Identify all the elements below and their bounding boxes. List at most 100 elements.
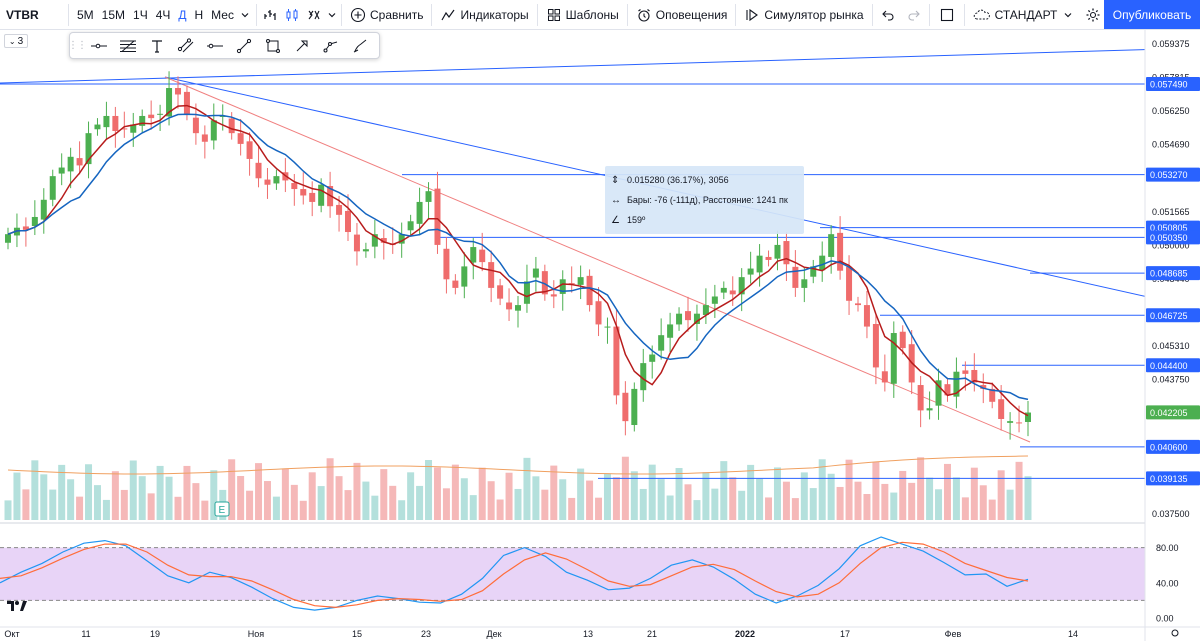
volume-bar: [550, 465, 558, 520]
time-axis-label: 13: [583, 629, 593, 639]
timeframe-15m[interactable]: 15М: [101, 7, 126, 22]
layout-square-icon[interactable]: [932, 0, 962, 30]
volume-bar: [952, 477, 960, 520]
symbol-search[interactable]: VTBR: [0, 0, 66, 30]
price-level-label: 0.039135: [1150, 474, 1188, 484]
volume-bar: [371, 495, 379, 520]
price-level-badge: [1146, 266, 1200, 281]
measure-bars: Бары: -76 (-111д), Расстояние: 1241 пк: [627, 195, 788, 205]
chevron-down-icon[interactable]: [325, 0, 339, 30]
layout-name-button[interactable]: СТАНДАРТ: [967, 0, 1080, 30]
bar-chart-style-icon[interactable]: [259, 0, 281, 30]
volume-bar: [290, 484, 298, 520]
indicators-toggle[interactable]: ⌄ 3: [4, 34, 28, 48]
candle-body: [121, 128, 128, 130]
price-axis-label: 0.054690: [1152, 140, 1190, 150]
candle-body: [318, 184, 325, 206]
gear-icon[interactable]: [1079, 0, 1107, 30]
timeframe-4h[interactable]: 4Ч: [155, 7, 171, 22]
brush-icon[interactable]: [345, 32, 374, 59]
candle-body: [998, 399, 1005, 419]
candlesticks: [5, 71, 1031, 440]
rectangle-icon[interactable]: [258, 32, 287, 59]
time-axis-label: 19: [150, 629, 160, 639]
stoch-d-line: [0, 541, 1029, 609]
volume-bar: [299, 500, 307, 520]
candle-body: [452, 280, 459, 288]
hollow-candle-icon[interactable]: [303, 0, 325, 30]
candle-body: [425, 191, 432, 202]
volume-bar: [433, 467, 441, 520]
undo-icon[interactable]: [875, 0, 901, 30]
volume-bar: [988, 499, 996, 520]
candle-body: [139, 115, 146, 126]
time-axis-label: 21: [647, 629, 657, 639]
candle-body: [792, 266, 799, 288]
volume-bar: [407, 472, 415, 520]
measure-bars-row: ↔ Бары: -76 (-111д), Расстояние: 1241 пк: [611, 190, 798, 210]
candle-style-icon[interactable]: [281, 0, 303, 30]
timeframe-day[interactable]: Д: [178, 7, 187, 22]
horizontal-line-icon[interactable]: [200, 32, 229, 59]
volume-bar: [675, 468, 683, 520]
timeframe-month[interactable]: Мес: [211, 7, 234, 22]
tradingview-logo: [6, 599, 28, 615]
earnings-badge: [214, 501, 230, 517]
volume-bar: [836, 486, 844, 520]
path-icon[interactable]: [316, 32, 345, 59]
indicators-button[interactable]: Индикаторы: [434, 0, 534, 30]
templates-label: Шаблоны: [565, 7, 619, 22]
candle-body: [85, 133, 92, 165]
candle-body: [810, 266, 817, 277]
volume-bar: [765, 497, 773, 520]
timeframe-5m[interactable]: 5М: [77, 7, 94, 22]
candle-body: [67, 156, 74, 172]
trend-channel-icon[interactable]: [171, 32, 200, 59]
candle-body: [863, 305, 870, 327]
templates-button[interactable]: Шаблоны: [540, 0, 625, 30]
timeframe-1h[interactable]: 1Ч: [133, 7, 148, 22]
candle-body: [255, 162, 262, 179]
volume-bar: [630, 471, 638, 520]
volume-bar: [4, 500, 12, 520]
user-drawings[interactable]: [0, 47, 1200, 479]
fib-retracement-icon[interactable]: [113, 32, 142, 59]
candle-body: [157, 113, 164, 115]
horizontal-ray-icon[interactable]: [84, 32, 113, 59]
volume-bar: [496, 499, 504, 520]
compare-button[interactable]: Сравнить: [344, 0, 429, 30]
stoch-axis-label: 0.00: [1156, 614, 1174, 624]
price-chart[interactable]: E 0.0593750.0578150.0562500.0546900.0531…: [0, 30, 1200, 641]
volume-bar: [308, 472, 316, 520]
alerts-button[interactable]: Оповещения: [630, 0, 734, 30]
drag-handle-icon[interactable]: ⋮⋮: [68, 40, 87, 51]
candle-body: [747, 268, 754, 275]
timeframe-week[interactable]: Н: [194, 7, 204, 22]
trend-line: [164, 76, 1031, 443]
volume-bar: [729, 477, 737, 520]
candle-body: [577, 277, 584, 285]
trend-line-icon[interactable]: [229, 32, 258, 59]
volume-bar: [523, 457, 531, 520]
candle-body: [989, 388, 996, 402]
indicator-count: 3: [17, 35, 24, 47]
replay-button[interactable]: Симулятор рынка: [738, 0, 869, 30]
volume-bar: [317, 486, 325, 520]
volume-bar: [666, 495, 674, 520]
chevron-down-icon[interactable]: [238, 0, 252, 30]
text-tool-icon[interactable]: [142, 32, 171, 59]
volume-bar: [31, 460, 39, 520]
publish-button[interactable]: Опубликовать: [1104, 0, 1200, 29]
volume-bar: [362, 481, 370, 520]
volume-bar: [93, 485, 101, 520]
candle-body: [953, 371, 960, 397]
measure-angle: 159º: [627, 215, 646, 225]
earnings-marker: E: [214, 501, 230, 517]
candle-body: [801, 279, 808, 288]
volume-bar: [460, 478, 468, 520]
arrow-icon[interactable]: [287, 32, 316, 59]
volume-bar: [738, 490, 746, 520]
redo-icon[interactable]: [901, 0, 927, 30]
candle-body: [246, 141, 253, 159]
separator: [871, 3, 873, 26]
